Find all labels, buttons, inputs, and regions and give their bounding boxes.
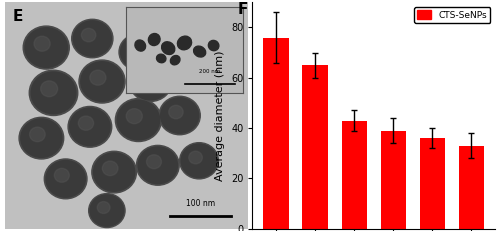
Text: 100 nm: 100 nm — [186, 199, 215, 208]
Circle shape — [90, 195, 124, 226]
Circle shape — [131, 63, 170, 100]
Bar — [420, 138, 445, 229]
Circle shape — [176, 56, 190, 69]
Circle shape — [136, 145, 179, 185]
Bar — [458, 146, 484, 229]
Bar — [380, 131, 406, 229]
Circle shape — [79, 60, 125, 103]
Circle shape — [46, 161, 86, 197]
Circle shape — [160, 98, 198, 133]
Circle shape — [30, 70, 78, 116]
Circle shape — [168, 49, 205, 83]
Bar — [302, 65, 328, 229]
Circle shape — [70, 108, 110, 146]
Circle shape — [19, 117, 64, 159]
Text: F: F — [237, 2, 248, 17]
Circle shape — [78, 116, 94, 130]
Circle shape — [92, 151, 136, 193]
Circle shape — [116, 98, 162, 142]
Circle shape — [97, 202, 110, 213]
Y-axis label: Average diameter (nm): Average diameter (nm) — [216, 50, 226, 181]
Circle shape — [30, 127, 45, 142]
Circle shape — [138, 147, 177, 184]
Text: E: E — [12, 9, 22, 24]
Circle shape — [120, 35, 156, 69]
Circle shape — [23, 26, 70, 69]
Circle shape — [54, 168, 70, 182]
Circle shape — [102, 161, 118, 176]
Circle shape — [180, 143, 218, 179]
Circle shape — [146, 155, 162, 169]
Bar — [264, 37, 289, 229]
Circle shape — [189, 151, 202, 164]
Circle shape — [181, 144, 217, 177]
Circle shape — [44, 159, 87, 199]
Circle shape — [129, 62, 172, 101]
Circle shape — [159, 96, 200, 135]
Circle shape — [167, 47, 207, 84]
Circle shape — [68, 106, 112, 147]
Circle shape — [88, 194, 125, 228]
Circle shape — [21, 119, 62, 157]
Circle shape — [72, 19, 113, 58]
Circle shape — [34, 36, 50, 51]
Circle shape — [90, 70, 106, 85]
Circle shape — [82, 28, 96, 42]
Bar — [342, 121, 367, 229]
Circle shape — [40, 81, 58, 97]
Circle shape — [94, 153, 134, 191]
Legend: CTS-SeNPs: CTS-SeNPs — [414, 7, 490, 23]
Circle shape — [168, 105, 183, 119]
Circle shape — [139, 71, 154, 85]
Circle shape — [31, 72, 76, 114]
Circle shape — [74, 21, 112, 56]
Circle shape — [25, 28, 68, 67]
Circle shape — [128, 43, 141, 55]
Circle shape — [81, 62, 123, 101]
Circle shape — [117, 100, 160, 140]
Circle shape — [119, 34, 158, 70]
Circle shape — [126, 109, 142, 124]
